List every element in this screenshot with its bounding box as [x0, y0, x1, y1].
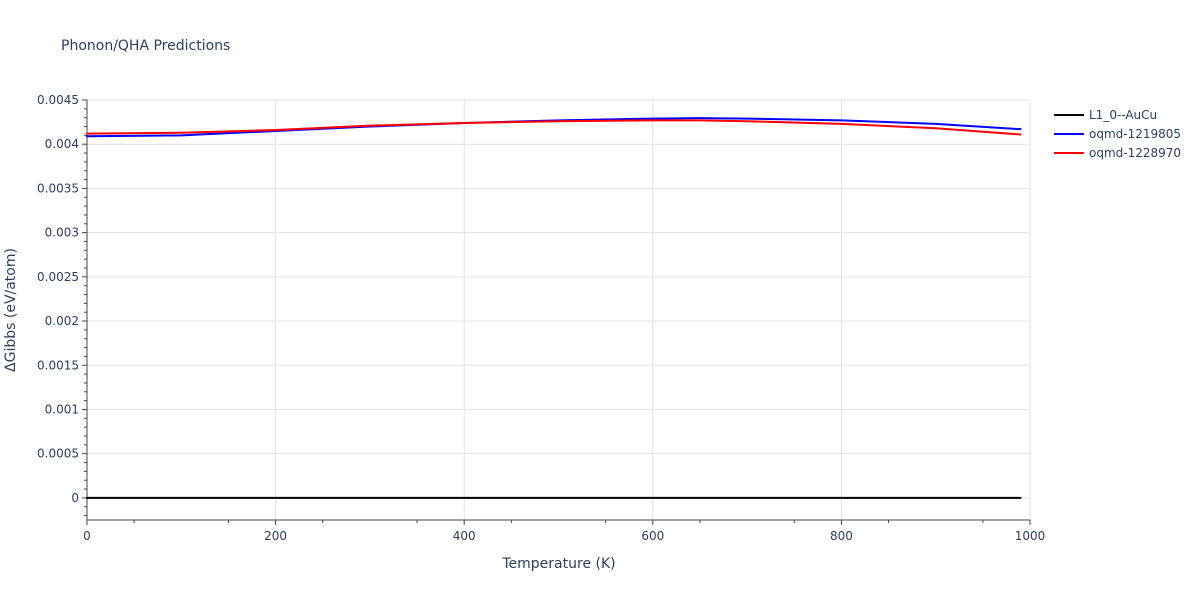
legend-item[interactable]: oqmd-1219805	[1054, 127, 1181, 141]
x-axis-title: Temperature (K)	[501, 556, 615, 572]
y-tick-label: 0.0035	[37, 181, 79, 195]
legend-item[interactable]: oqmd-1228970	[1054, 146, 1181, 160]
series-line-2	[86, 119, 1022, 136]
y-tick-label: 0.0025	[37, 270, 79, 284]
grid	[87, 99, 1031, 520]
x-tick-label: 0	[83, 529, 91, 543]
x-axis-ticks: 0 200 400 600 800 1000	[83, 520, 1045, 543]
x-tick-label: 800	[830, 529, 853, 543]
x-tick-label: 600	[641, 529, 664, 543]
legend[interactable]: L1_0--AuCu oqmd-1219805 oqmd-1228970	[1054, 108, 1181, 160]
chart-title: Phonon/QHA Predictions	[61, 38, 230, 54]
y-tick-label: 0.004	[45, 137, 79, 151]
legend-label: L1_0--AuCu	[1089, 108, 1157, 122]
series-lines	[86, 117, 1022, 499]
y-tick-label: 0.002	[45, 314, 79, 328]
y-tick-label: 0.0015	[37, 358, 79, 372]
y-axis-ticks: 0 0.0005 0.001 0.0015 0.002 0.0025 0.003 0.0035…	[37, 93, 87, 517]
y-axis-title: ΔGibbs (eV/atom)	[3, 248, 19, 372]
x-tick-label: 1000	[1015, 529, 1046, 543]
legend-item[interactable]: L1_0--AuCu	[1054, 108, 1157, 122]
y-tick-label: 0.003	[45, 226, 79, 240]
legend-label: oqmd-1228970	[1089, 146, 1181, 160]
y-tick-label: 0.001	[45, 402, 79, 416]
x-tick-label: 200	[264, 529, 287, 543]
legend-label: oqmd-1219805	[1089, 127, 1181, 141]
x-tick-label: 400	[453, 529, 476, 543]
y-tick-label: 0.0045	[37, 93, 79, 107]
y-tick-label: 0	[71, 491, 79, 505]
y-tick-label: 0.0005	[37, 447, 79, 461]
series-line-1	[86, 117, 1022, 138]
